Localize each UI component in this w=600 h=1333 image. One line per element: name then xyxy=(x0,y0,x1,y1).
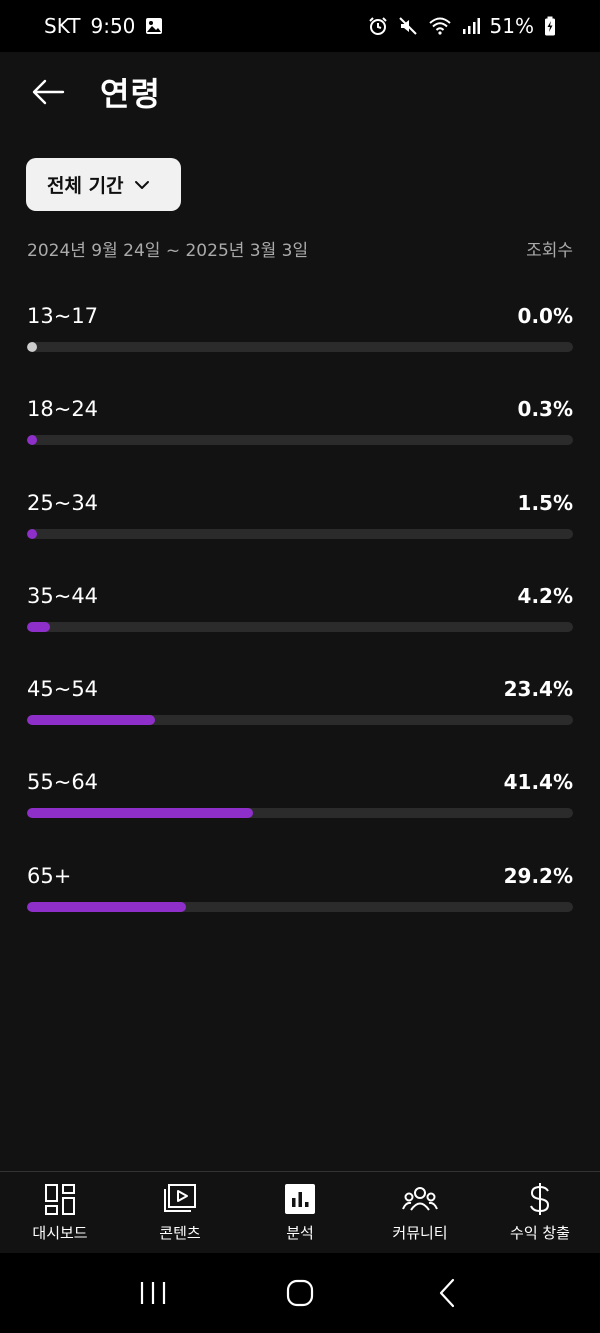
community-icon xyxy=(402,1182,438,1216)
nav-community[interactable]: 커뮤니티 xyxy=(360,1182,480,1243)
recent-apps-button[interactable] xyxy=(123,1268,183,1318)
alarm-icon xyxy=(368,16,388,36)
age-distribution-list: 13~17 0.0% 18~24 0.3% 25~34 1.5% 35~44 4.2% 45~5… xyxy=(27,296,573,949)
recent-apps-icon xyxy=(141,1282,166,1304)
period-dropdown[interactable]: 전체 기간 xyxy=(26,158,181,211)
age-label: 55~64 xyxy=(27,770,99,795)
signal-icon xyxy=(462,17,480,35)
wifi-icon xyxy=(428,16,452,36)
status-bar: SKT 9:50 51% xyxy=(0,0,600,52)
nav-label: 분석 xyxy=(286,1224,314,1242)
system-nav-bar xyxy=(0,1253,600,1333)
age-row: 35~44 4.2% xyxy=(27,576,573,669)
progress-fill xyxy=(27,808,254,819)
chevron-down-icon xyxy=(134,180,149,189)
period-label: 전체 기간 xyxy=(47,175,124,197)
progress-track xyxy=(27,342,573,352)
carrier-label: SKT xyxy=(44,14,81,38)
date-range: 2024년 9월 24일 ~ 2025년 3월 3일 xyxy=(27,240,309,261)
age-percentage: 4.2% xyxy=(517,583,573,608)
age-percentage: 23.4% xyxy=(503,677,573,702)
progress-track xyxy=(27,901,573,912)
progress-fill xyxy=(27,621,50,632)
age-percentage: 41.4% xyxy=(503,770,573,795)
nav-label: 콘텐츠 xyxy=(159,1224,201,1242)
battery-label: 51% xyxy=(489,14,534,38)
progress-fill xyxy=(27,342,37,352)
home-button[interactable] xyxy=(270,1268,330,1318)
age-row: 18~24 0.3% xyxy=(27,389,573,482)
age-row: 45~54 23.4% xyxy=(27,669,573,762)
nav-dashboard[interactable]: 대시보드 xyxy=(0,1182,120,1243)
progress-track xyxy=(27,715,573,726)
content-icon xyxy=(163,1182,197,1216)
age-percentage: 29.2% xyxy=(503,863,573,888)
age-row: 25~34 1.5% xyxy=(27,483,573,576)
nav-label: 커뮤니티 xyxy=(392,1224,448,1242)
age-label: 18~24 xyxy=(27,397,99,422)
bottom-nav: 대시보드 콘텐츠 분석 커뮤니티 수익 창출 xyxy=(0,1171,600,1253)
age-label: 13~17 xyxy=(27,304,99,328)
age-percentage: 0.3% xyxy=(517,397,573,422)
home-icon xyxy=(286,1279,314,1307)
age-row: 13~17 0.0% xyxy=(27,296,573,389)
progress-track xyxy=(27,435,573,446)
dollar-icon xyxy=(528,1182,552,1216)
app-bar: 연령 xyxy=(0,52,600,132)
progress-fill xyxy=(27,435,37,446)
mute-icon xyxy=(398,16,418,36)
date-range-row: 2024년 9월 24일 ~ 2025년 3월 3일 조회수 xyxy=(27,234,573,262)
page-title: 연령 xyxy=(100,75,161,113)
progress-fill xyxy=(27,715,155,726)
age-label: 45~54 xyxy=(27,677,99,702)
progress-fill xyxy=(27,901,187,912)
progress-track xyxy=(27,528,573,539)
analytics-icon xyxy=(285,1182,315,1216)
age-label: 65+ xyxy=(27,863,72,888)
battery-charging-icon xyxy=(544,16,556,36)
nav-label: 대시보드 xyxy=(32,1224,88,1242)
age-percentage: 0.0% xyxy=(517,304,573,328)
age-label: 35~44 xyxy=(27,583,99,608)
metric-label: 조회수 xyxy=(526,240,573,261)
age-row: 65+ 29.2% xyxy=(27,856,573,949)
progress-track xyxy=(27,808,573,819)
dashboard-icon xyxy=(44,1182,76,1216)
clock: 9:50 xyxy=(90,14,136,38)
nav-content[interactable]: 콘텐츠 xyxy=(120,1182,240,1243)
back-button[interactable] xyxy=(28,72,68,112)
age-row: 55~64 41.4% xyxy=(27,762,573,855)
progress-fill xyxy=(27,528,37,539)
nav-monetization[interactable]: 수익 창출 xyxy=(480,1182,600,1243)
age-percentage: 1.5% xyxy=(517,490,573,515)
progress-track xyxy=(27,621,573,632)
nav-analytics[interactable]: 분석 xyxy=(240,1182,360,1243)
system-back-button[interactable] xyxy=(417,1268,477,1318)
age-label: 25~34 xyxy=(27,490,99,515)
gallery-icon xyxy=(145,17,163,35)
chevron-left-icon xyxy=(439,1278,454,1308)
nav-label: 수익 창출 xyxy=(510,1224,570,1242)
arrow-left-icon xyxy=(32,79,65,105)
